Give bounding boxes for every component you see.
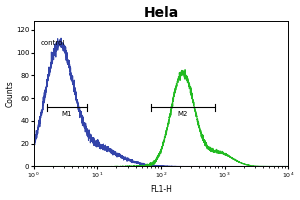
Title: Hela: Hela (143, 6, 178, 20)
Text: control: control (41, 40, 65, 46)
X-axis label: FL1-H: FL1-H (150, 185, 172, 194)
Text: M1: M1 (62, 111, 72, 117)
Y-axis label: Counts: Counts (6, 80, 15, 107)
Text: M2: M2 (178, 111, 188, 117)
